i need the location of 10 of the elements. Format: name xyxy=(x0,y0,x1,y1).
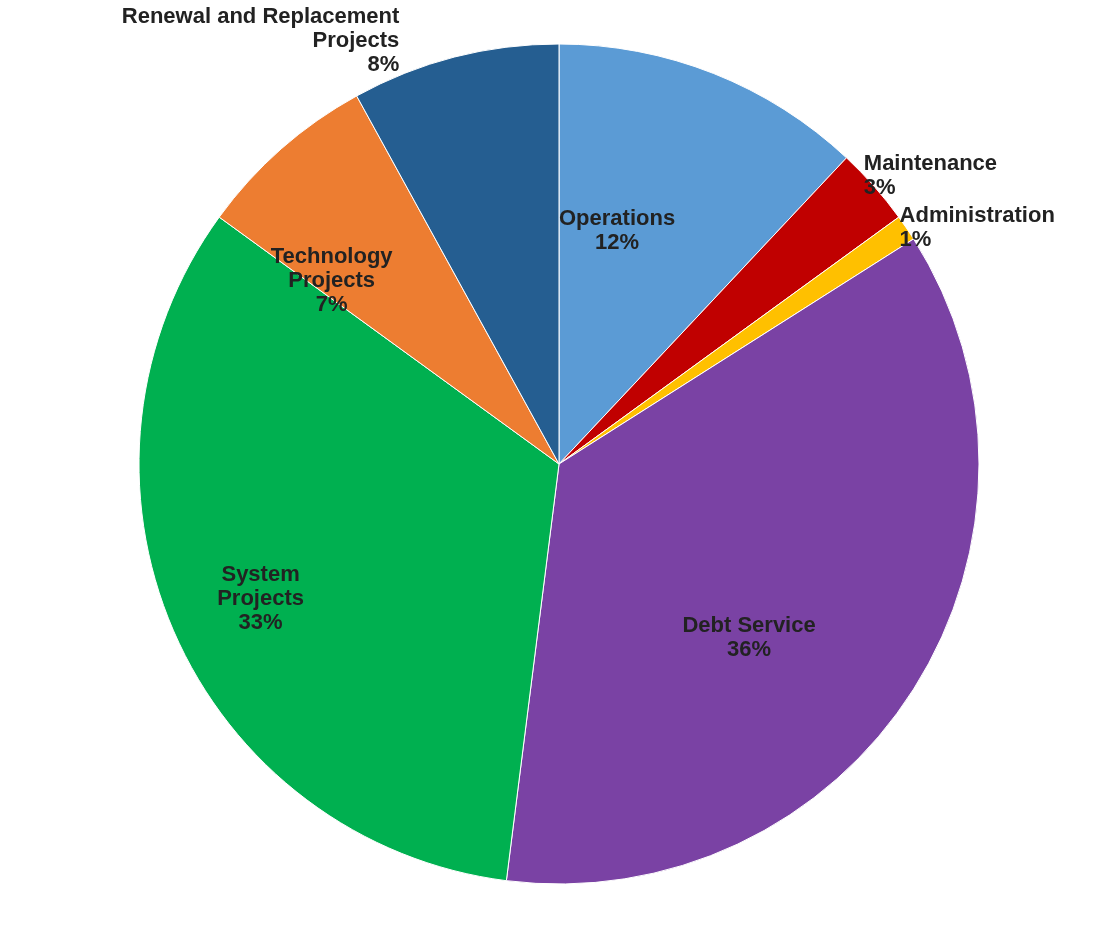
data-label: 36% xyxy=(727,635,772,661)
slice-label: Renewal and Replacement Projects xyxy=(121,3,401,52)
slice-label: Maintenance xyxy=(863,149,998,175)
slice-label: Administration xyxy=(899,201,1055,227)
data-label: 33% xyxy=(238,609,283,635)
slice-label: Operations xyxy=(558,205,676,231)
data-label: 8% xyxy=(367,51,400,76)
slice-label: Debt Service xyxy=(682,611,816,637)
slice-label: System Projects xyxy=(217,561,305,611)
data-label: 12% xyxy=(595,229,640,255)
